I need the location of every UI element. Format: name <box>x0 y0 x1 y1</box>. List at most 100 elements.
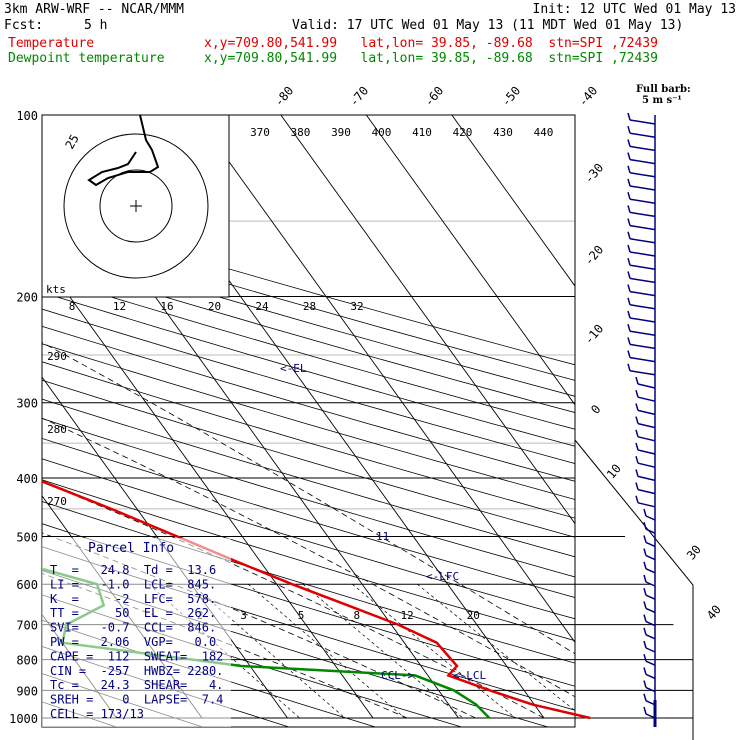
level-annotation: 11 <box>376 530 389 543</box>
dewpoint-legend-label: Dewpoint temperature <box>8 51 165 66</box>
wind-barb <box>629 224 656 231</box>
isotherm-label: -80 <box>272 84 297 110</box>
parcel-info-line: CAPE = 112 SWEAT= 182 <box>50 649 223 663</box>
pressure-label: 200 <box>16 291 38 305</box>
wind-barb <box>629 198 656 204</box>
valid-time: Valid: 17 UTC Wed 01 May 13 (11 MDT Wed … <box>292 18 684 33</box>
theta-label: 430 <box>493 126 513 139</box>
wind-barb <box>629 172 656 178</box>
wind-barb-flag <box>627 244 631 253</box>
wind-barb <box>629 290 656 297</box>
mixing-ratio-label: 3 <box>240 609 247 622</box>
dewpoint-legend-info: x,y=709.80,541.99 lat,lon= 39.85, -89.68… <box>204 51 658 66</box>
dry-adiabat <box>42 275 575 430</box>
parcel-info-line: SREH = 0 LAPSE= 7.4 <box>50 693 223 707</box>
wind-barb <box>645 673 656 680</box>
wind-barb-flag <box>643 667 647 675</box>
pressure-label: 1000 <box>9 712 38 726</box>
wind-barb-flag <box>643 574 647 583</box>
wind-barb <box>629 356 656 363</box>
wind-barb <box>629 145 656 152</box>
hodograph-speed-label: 20 <box>208 300 221 313</box>
init-time: Init: 12 UTC Wed 01 May 13 <box>532 2 737 17</box>
barb-legend-units: 5 m s⁻¹ <box>642 95 682 106</box>
wind-barb-flag <box>627 218 631 226</box>
pressure-label: 100 <box>16 109 38 123</box>
isotherm-label: -60 <box>422 84 447 110</box>
dry-adiabat <box>42 501 575 664</box>
wind-barb <box>637 502 656 508</box>
wind-barb <box>629 264 656 270</box>
dewpoint-profile <box>42 567 491 719</box>
wind-barb <box>637 436 656 442</box>
isotherm <box>451 115 575 287</box>
diagram-grid <box>42 115 575 727</box>
wind-barb <box>629 330 656 336</box>
theta-label: 390 <box>331 126 351 139</box>
isotherm <box>194 115 575 644</box>
wind-barbs <box>627 112 657 727</box>
wind-barb-flag <box>627 363 631 372</box>
dry-adiabat <box>42 291 575 447</box>
mixing-ratio-label: 20 <box>467 609 480 622</box>
wind-barb <box>645 554 656 561</box>
theta-label: 370 <box>250 126 270 139</box>
parcel-info-panel: Parcel Info T = 24.8 Td = 13.6LI = -1.0 L… <box>42 538 231 727</box>
dry-adiabat <box>42 479 575 642</box>
wind-barb <box>637 462 656 468</box>
isotherm-label: -50 <box>499 84 524 110</box>
mixing-ratio-label: 8 <box>354 609 361 622</box>
wind-barb-flag <box>627 337 631 345</box>
wind-barb-flag <box>635 389 639 398</box>
isotherm-label: -20 <box>582 243 607 269</box>
wind-barb-flag <box>627 139 631 147</box>
wind-barb-flag <box>635 482 639 490</box>
wind-barb-flag <box>635 495 639 504</box>
wind-barb-flag <box>643 680 647 688</box>
wind-barb <box>645 568 656 574</box>
wind-barb-flag <box>627 165 631 174</box>
wind-barb <box>629 370 656 376</box>
theta-label: 420 <box>453 126 473 139</box>
dry-adiabat <box>42 594 464 727</box>
wind-barb-flag <box>627 323 631 332</box>
dry-adiabat <box>42 437 575 598</box>
mixing-ratio-label: 12 <box>400 609 413 622</box>
wind-barb-flag <box>627 205 631 213</box>
theta-label: 410 <box>412 126 432 139</box>
wind-barb <box>645 647 656 653</box>
wind-barb <box>645 594 656 600</box>
wind-barb-flag <box>627 350 631 358</box>
theta-label: 440 <box>534 126 554 139</box>
barb-legend: Full barb:5 m s⁻¹ <box>636 84 691 106</box>
wind-barb-flag <box>635 376 639 385</box>
hodograph-speed-label: 32 <box>350 300 363 313</box>
isotherm-label: 40 <box>704 602 724 622</box>
pressure-label: 800 <box>16 654 38 668</box>
hodograph-trace <box>87 114 160 187</box>
dry-adiabat <box>42 343 575 500</box>
wind-barb <box>629 211 656 218</box>
dry-adiabat <box>42 361 575 519</box>
dry-adiabat <box>42 418 575 578</box>
parcel-info-line: Tc = 24.3 SHEAR= 4. <box>50 678 223 692</box>
parcel-info-line: T = 24.8 Td = 13.6 <box>50 563 216 577</box>
wind-barb-flag <box>643 640 647 649</box>
wind-barb <box>629 251 656 257</box>
level-annotation: <-LCL <box>453 669 486 682</box>
wind-barb <box>645 634 656 640</box>
parcel-info-line: K = -2 LFC= 578. <box>50 592 216 606</box>
model-title: 3km ARW-WRF -- NCAR/MMM <box>4 2 185 17</box>
mixing-ratio-line <box>148 583 300 719</box>
mixing-ratio-line <box>302 583 464 719</box>
hodograph-speed-label: 12 <box>113 300 126 313</box>
wind-barb <box>645 515 656 521</box>
hodograph-ring <box>99 169 173 243</box>
wind-barb-flag <box>627 310 631 319</box>
wind-barb <box>645 541 656 548</box>
wind-barb-flag <box>627 257 631 266</box>
wind-barb <box>637 409 656 416</box>
wind-barb <box>629 185 656 191</box>
wind-barb <box>645 660 656 666</box>
